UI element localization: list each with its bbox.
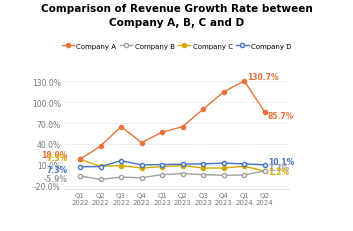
Line: Company B: Company B <box>78 169 267 182</box>
Company D <box>263 164 267 167</box>
Title: Comparison of Revenue Growth Rate between
Company A, B, C and D: Comparison of Revenue Growth Rate betwee… <box>41 4 312 28</box>
Text: -5.9%: -5.9% <box>44 174 68 183</box>
Text: 130.7%: 130.7% <box>247 73 279 82</box>
Company B <box>201 173 205 176</box>
Company D <box>242 163 246 165</box>
Company A <box>160 131 164 134</box>
Company B <box>160 173 164 176</box>
Company A <box>78 158 82 161</box>
Company C <box>201 167 205 170</box>
Company B <box>222 174 226 177</box>
Company D <box>119 160 123 162</box>
Company B <box>180 172 185 175</box>
Company C <box>242 165 246 168</box>
Company A <box>139 142 144 144</box>
Company C <box>222 167 226 170</box>
Company A <box>119 126 123 128</box>
Company A <box>222 91 226 94</box>
Company C <box>263 170 267 173</box>
Text: 7.3%: 7.3% <box>47 153 68 162</box>
Text: 1.3%: 1.3% <box>268 163 289 172</box>
Company C <box>98 165 103 168</box>
Company D <box>139 164 144 167</box>
Company B <box>78 175 82 178</box>
Line: Company C: Company C <box>78 158 267 173</box>
Company B <box>263 170 267 173</box>
Company A <box>98 145 103 148</box>
Company D <box>78 166 82 168</box>
Company A <box>263 111 267 114</box>
Company A <box>201 108 205 111</box>
Company C <box>119 164 123 167</box>
Company C <box>180 164 185 167</box>
Text: 10.1%: 10.1% <box>268 157 294 166</box>
Company C <box>78 158 82 161</box>
Line: Company A: Company A <box>78 79 267 162</box>
Text: 1.2%: 1.2% <box>268 168 289 177</box>
Company B <box>242 174 246 177</box>
Legend: Company A, Company B, Company C, Company D: Company A, Company B, Company C, Company… <box>59 41 294 52</box>
Company A <box>180 126 185 128</box>
Company D <box>160 164 164 166</box>
Company D <box>222 162 226 165</box>
Company B <box>139 176 144 179</box>
Company C <box>139 167 144 170</box>
Text: 85.7%: 85.7% <box>268 111 294 120</box>
Company D <box>201 163 205 165</box>
Company B <box>98 178 103 181</box>
Text: 18.0%: 18.0% <box>41 150 68 159</box>
Company C <box>160 165 164 168</box>
Company A <box>242 80 246 83</box>
Line: Company D: Company D <box>78 159 267 169</box>
Company B <box>119 176 123 179</box>
Text: 7.3%: 7.3% <box>47 165 68 174</box>
Company D <box>180 163 185 166</box>
Company D <box>98 165 103 168</box>
